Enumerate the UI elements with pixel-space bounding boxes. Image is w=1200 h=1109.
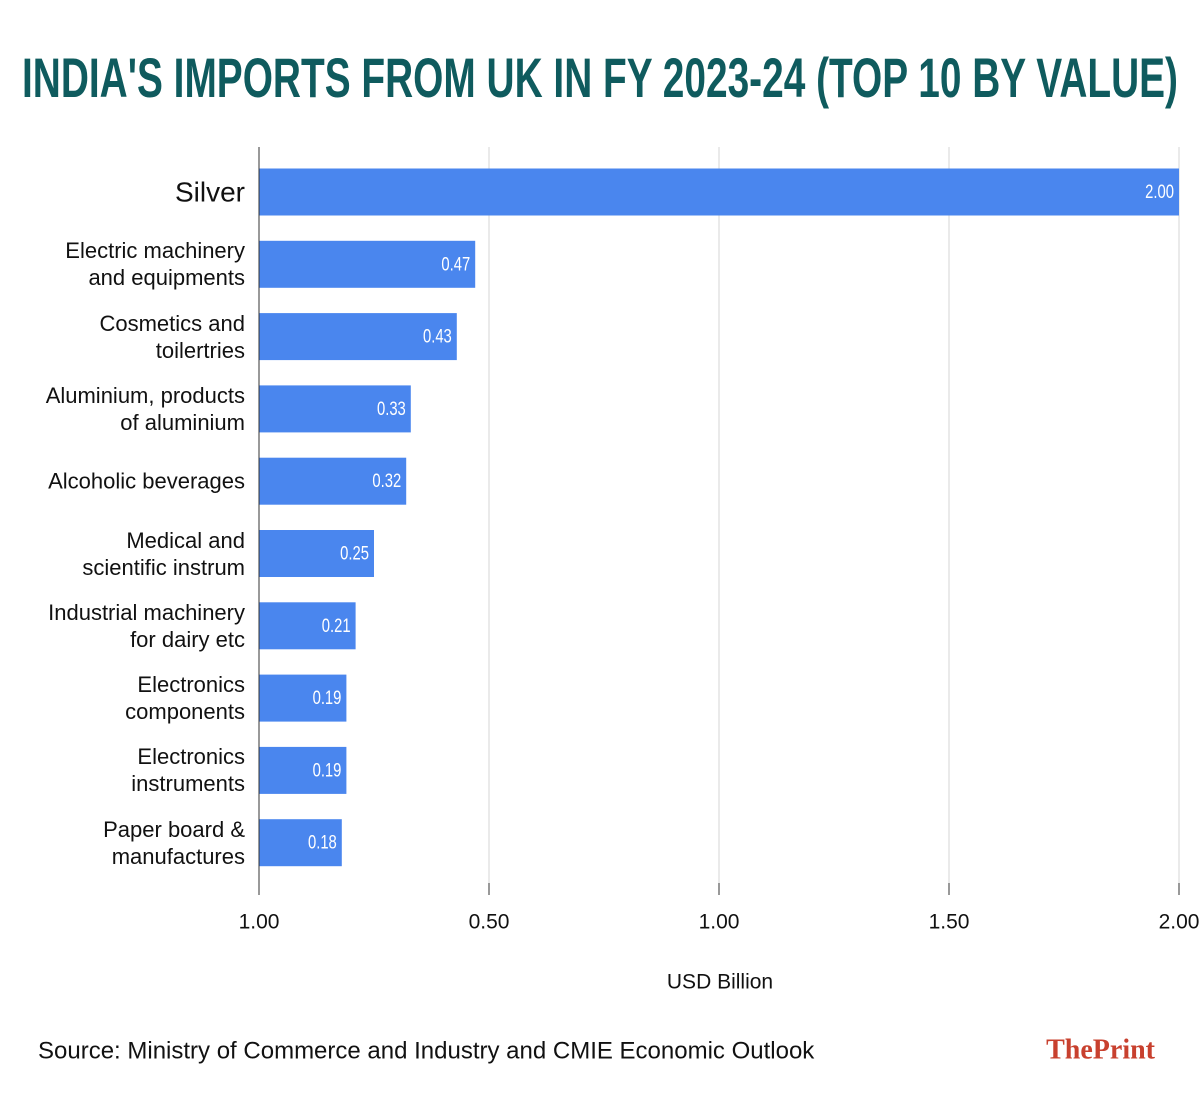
y-tick-label: Electronics instruments bbox=[131, 744, 245, 797]
bar bbox=[259, 168, 1179, 216]
source: Source: Ministry of Commerce and Industr… bbox=[38, 1037, 815, 1064]
value-label: 0.18 bbox=[308, 832, 337, 853]
bar bbox=[259, 602, 356, 650]
brand-logo: ThePrint bbox=[1046, 1034, 1156, 1065]
value-label: 2.00 bbox=[1145, 181, 1174, 202]
bar bbox=[259, 530, 374, 577]
value-label: 0.33 bbox=[377, 398, 406, 419]
x-tick-label: 1.00 bbox=[699, 911, 740, 934]
value-label: 0.21 bbox=[322, 615, 351, 636]
bar bbox=[259, 674, 347, 722]
y-tick-label: Electric machinery and equipments bbox=[65, 238, 245, 291]
y-tick-label: Medical and scientific instrum bbox=[82, 527, 245, 580]
x-tick-label: 1.50 bbox=[929, 911, 970, 934]
value-label: 0.47 bbox=[441, 254, 470, 275]
y-tick-label: Silver bbox=[174, 176, 245, 208]
y-tick-label: Aluminium, products of aluminium bbox=[45, 382, 245, 435]
x-tick-label: 2.00 bbox=[1159, 911, 1200, 934]
bar bbox=[259, 746, 347, 794]
x-tick-label: 0.50 bbox=[469, 911, 510, 934]
chart-title: INDIA'S IMPORTS FROM UK IN FY 2023-24 (T… bbox=[22, 46, 1178, 109]
bar bbox=[259, 457, 407, 505]
value-label: 0.19 bbox=[313, 760, 342, 781]
value-label: 0.43 bbox=[423, 326, 452, 347]
value-label: 0.25 bbox=[340, 543, 369, 564]
value-label: 0.19 bbox=[313, 687, 342, 708]
bar bbox=[259, 385, 411, 433]
bar bbox=[259, 240, 476, 288]
y-tick-label: Electronics components bbox=[125, 672, 245, 725]
value-label: 0.32 bbox=[372, 470, 401, 491]
y-tick-label: Alcoholic beverages bbox=[48, 468, 245, 494]
y-tick-label: Paper board & manufactures bbox=[103, 816, 245, 869]
bar bbox=[259, 313, 457, 361]
y-tick-label: Industrial machinery for dairy etc bbox=[48, 599, 245, 652]
y-tick-label: Cosmetics and toilertries bbox=[99, 310, 245, 363]
x-axis-label: USD Billion bbox=[667, 971, 773, 994]
x-tick-label: 1.00 bbox=[239, 911, 280, 934]
bar bbox=[259, 819, 342, 867]
